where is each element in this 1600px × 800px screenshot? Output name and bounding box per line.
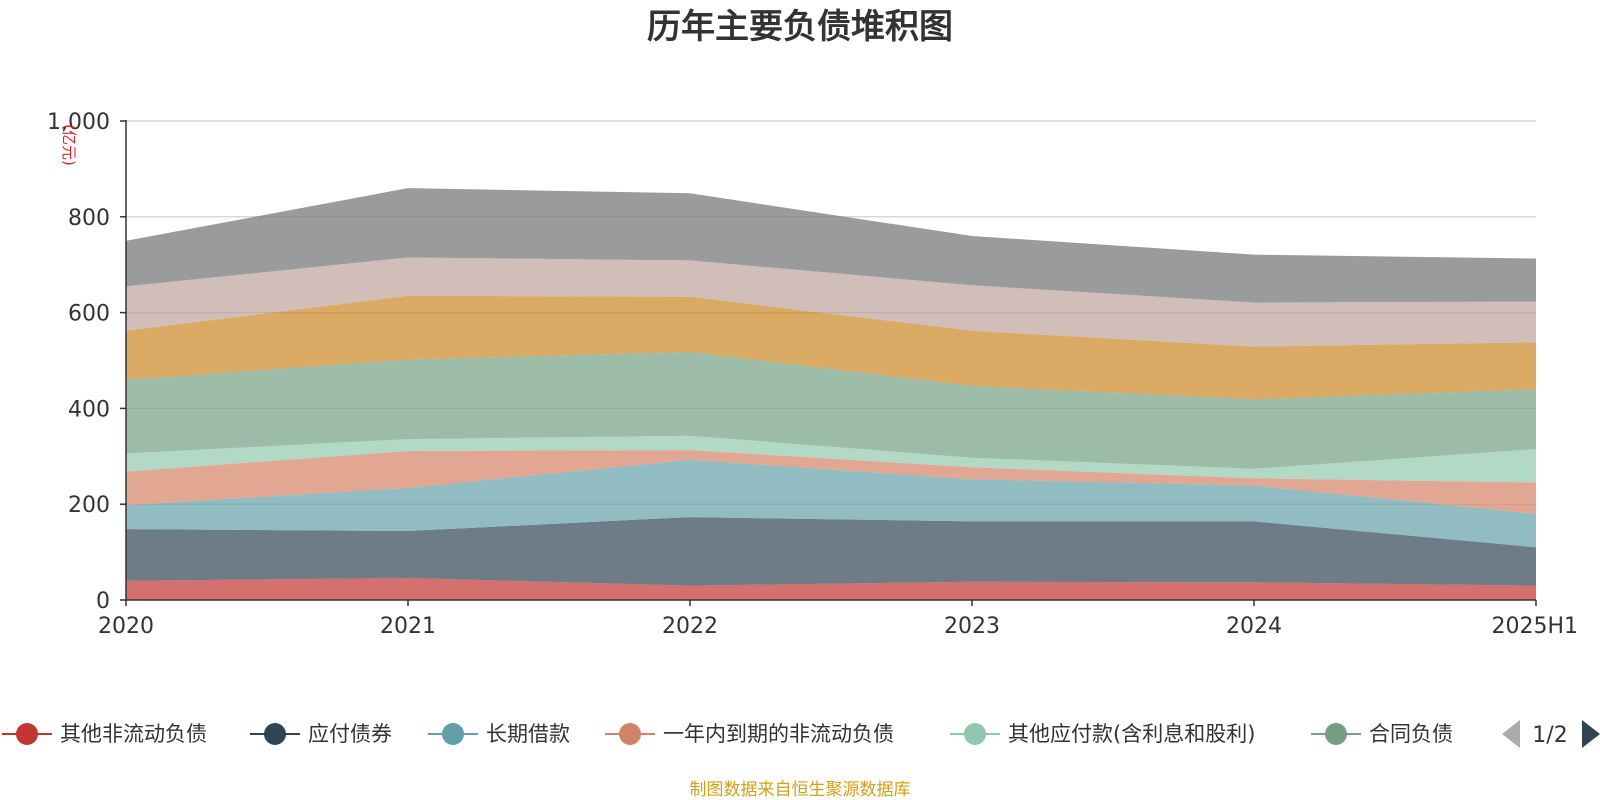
- legend-label: 合同负债: [1369, 722, 1453, 746]
- legend-item[interactable]: 应付债券: [250, 722, 392, 746]
- legend-pager[interactable]: 1/2: [1502, 720, 1600, 748]
- x-tick-label: 2020: [98, 614, 154, 639]
- x-tick-label: 2025H1: [1491, 614, 1578, 639]
- legend-marker: [16, 723, 38, 745]
- prev-page-icon[interactable]: [1502, 720, 1520, 748]
- axes: 0 200 400 600 800 1,000 2020 2021 2022 2023 2024 20…: [47, 110, 1578, 639]
- x-tick-label: 2021: [380, 614, 436, 639]
- legend-label: 其他非流动负债: [60, 722, 207, 746]
- x-tick-label: 2022: [662, 614, 718, 639]
- y-tick-label: 800: [68, 206, 110, 231]
- legend[interactable]: 其他非流动负债 应付债券 长期借款 一年内到期的非流动负债 其他应付款(含利息和股利) 合…: [2, 722, 1453, 746]
- y-tick-label: 200: [68, 493, 110, 518]
- legend-marker: [964, 723, 986, 745]
- area-series-2[interactable]: [126, 517, 1536, 586]
- stacked-areas[interactable]: [126, 188, 1536, 600]
- x-tick-label: 2023: [944, 614, 1000, 639]
- area-series-4[interactable]: [126, 450, 1536, 514]
- area-series-7[interactable]: [126, 295, 1536, 400]
- x-tick-label: 2024: [1226, 614, 1282, 639]
- legend-page-indicator: 1/2: [1532, 723, 1567, 748]
- area-series-6[interactable]: [126, 351, 1536, 469]
- y-tick-label: 600: [68, 302, 110, 327]
- legend-item[interactable]: 一年内到期的非流动负债: [605, 722, 894, 746]
- legend-item[interactable]: 其他应付款(含利息和股利): [950, 722, 1255, 746]
- legend-label: 长期借款: [486, 722, 570, 746]
- area-series-5[interactable]: [126, 435, 1536, 483]
- area-series-9[interactable]: [126, 188, 1536, 303]
- y-tick-label: 1,000: [47, 110, 110, 135]
- legend-item[interactable]: 其他非流动负债: [2, 722, 207, 746]
- legend-marker: [1325, 723, 1347, 745]
- legend-label: 一年内到期的非流动负债: [663, 722, 894, 746]
- legend-marker: [264, 723, 286, 745]
- legend-item[interactable]: 合同负债: [1311, 722, 1453, 746]
- y-tick-label: 400: [68, 397, 110, 422]
- area-series-1[interactable]: [126, 578, 1536, 600]
- legend-item[interactable]: 长期借款: [428, 722, 570, 746]
- next-page-icon[interactable]: [1582, 720, 1600, 748]
- legend-label: 应付债券: [308, 722, 392, 746]
- legend-label: 其他应付款(含利息和股利): [1008, 722, 1255, 746]
- legend-marker: [442, 723, 464, 745]
- area-series-3[interactable]: [126, 459, 1536, 548]
- data-source-note: 制图数据来自恒生聚源数据库: [690, 780, 911, 800]
- chart-title: 历年主要负债堆积图: [647, 7, 953, 47]
- y-tick-label: 0: [96, 589, 110, 614]
- legend-marker: [619, 723, 641, 745]
- area-series-8[interactable]: [126, 257, 1536, 347]
- y-axis-unit: (亿元): [60, 124, 78, 166]
